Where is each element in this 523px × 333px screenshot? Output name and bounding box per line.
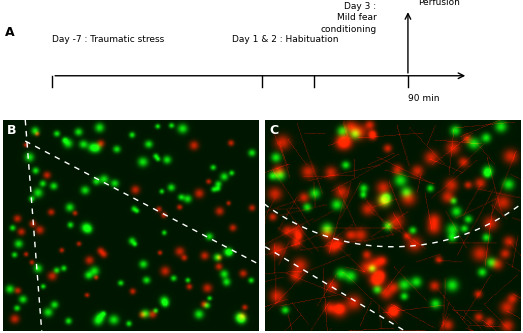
Text: Day 1 & 2 : Habituation: Day 1 & 2 : Habituation: [232, 35, 338, 44]
Text: Perfusion: Perfusion: [418, 0, 460, 7]
Text: Day -7 : Traumatic stress: Day -7 : Traumatic stress: [52, 35, 165, 44]
Text: Day 3 :
Mild fear
conditioning: Day 3 : Mild fear conditioning: [320, 2, 377, 34]
Text: C: C: [269, 124, 278, 137]
Text: 90 min: 90 min: [408, 94, 439, 103]
Text: A: A: [5, 26, 15, 39]
Text: B: B: [7, 124, 16, 137]
